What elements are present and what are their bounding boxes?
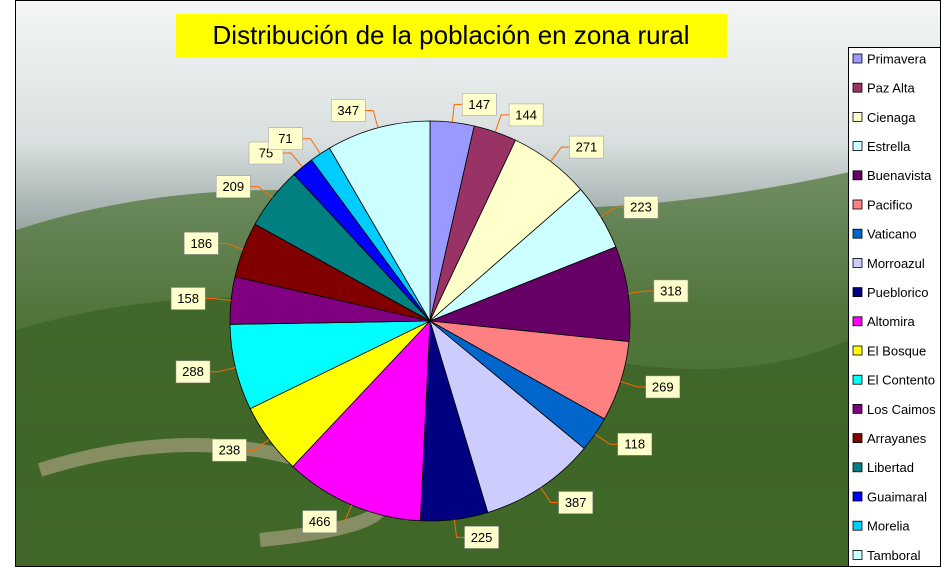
legend-label: Primavera <box>867 51 927 66</box>
data-label: 186 <box>190 236 212 251</box>
legend-label: Pacifico <box>867 197 913 212</box>
data-label: 223 <box>630 200 652 215</box>
legend-label: El Bosque <box>867 343 926 358</box>
legend-swatch <box>853 142 862 151</box>
legend-label: El Contento <box>867 373 935 388</box>
legend-label: Pueblorico <box>867 285 928 300</box>
legend-swatch <box>853 492 862 501</box>
legend-label: Libertad <box>867 460 914 475</box>
data-label: 118 <box>624 437 645 452</box>
data-label: 288 <box>182 364 204 379</box>
legend-label: Los Caimos <box>867 402 936 417</box>
legend-swatch <box>853 463 862 472</box>
data-label: 271 <box>576 140 598 155</box>
legend-label: Altomira <box>867 314 915 329</box>
legend-swatch <box>853 375 862 384</box>
data-label: 347 <box>337 103 359 118</box>
legend-swatch <box>853 521 862 530</box>
data-label: 269 <box>652 379 674 394</box>
legend-swatch <box>853 171 862 180</box>
data-label: 158 <box>177 291 199 306</box>
data-label: 71 <box>278 131 292 146</box>
data-label: 387 <box>565 495 587 510</box>
data-label: 147 <box>468 97 490 112</box>
legend-swatch <box>853 258 862 267</box>
legend-swatch <box>853 550 862 559</box>
legend-swatch <box>853 83 862 92</box>
legend-label: Vaticano <box>867 227 917 242</box>
legend-label: Tamboral <box>867 548 921 563</box>
legend-label: Morroazul <box>867 256 925 271</box>
legend-swatch <box>853 229 862 238</box>
legend-swatch <box>853 288 862 297</box>
data-label: 238 <box>219 443 241 458</box>
chart-title: Distribución de la población en zona rur… <box>213 20 690 50</box>
legend-swatch <box>853 434 862 443</box>
data-label: 318 <box>660 283 682 298</box>
data-label: 225 <box>471 530 493 545</box>
legend-swatch <box>853 54 862 63</box>
legend: Primavera Paz Alta Cienaga Estrella Buenavis… <box>849 48 947 568</box>
legend-swatch <box>853 200 862 209</box>
legend-swatch <box>853 404 862 413</box>
legend-label: Paz Alta <box>867 81 915 96</box>
legend-label: Buenavista <box>867 168 932 183</box>
legend-label: Guaimaral <box>867 489 927 504</box>
data-label: 209 <box>222 179 244 194</box>
legend-swatch <box>853 317 862 326</box>
legend-label: Morelia <box>867 519 910 534</box>
legend-label: Arrayanes <box>867 431 927 446</box>
data-label: 144 <box>515 107 537 122</box>
legend-label: Estrella <box>867 139 911 154</box>
chart: Distribución de la población en zona rur… <box>0 0 947 568</box>
legend-swatch <box>853 112 862 121</box>
legend-label: Cienaga <box>867 110 916 125</box>
legend-swatch <box>853 346 862 355</box>
data-label: 466 <box>309 514 331 529</box>
